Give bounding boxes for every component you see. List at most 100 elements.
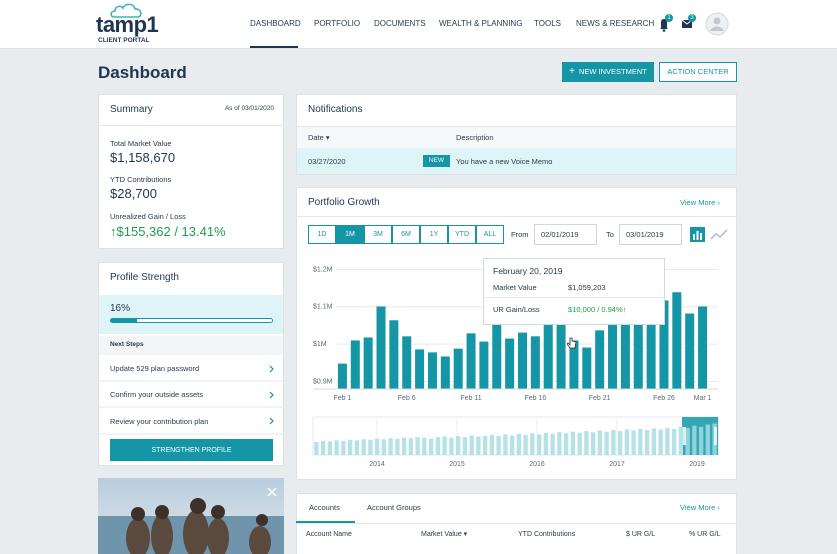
tooltip-label: Market Value bbox=[493, 283, 537, 292]
to-date[interactable]: 03/01/2019 bbox=[619, 224, 682, 245]
navigator-bar bbox=[395, 438, 400, 455]
navigator-bar bbox=[334, 440, 339, 455]
column-header: Description bbox=[456, 133, 494, 142]
bar bbox=[376, 306, 386, 389]
column-header: % UR G/L bbox=[689, 531, 721, 538]
navigator-bar bbox=[496, 436, 501, 455]
range-button[interactable]: YTD bbox=[448, 225, 476, 244]
stat-label: Unrealized Gain / Loss bbox=[110, 212, 186, 221]
bar bbox=[337, 363, 347, 389]
navigator-bar bbox=[449, 437, 454, 455]
navigator-bar bbox=[422, 437, 427, 455]
stat-label: Total Market Value bbox=[110, 139, 172, 148]
divider bbox=[484, 297, 664, 298]
navigator-frame bbox=[312, 416, 719, 456]
navigator-bar bbox=[361, 439, 366, 455]
bar bbox=[389, 320, 399, 389]
navigator-bar bbox=[536, 434, 542, 455]
from-date[interactable]: 02/01/2019 bbox=[534, 224, 597, 245]
notification-row[interactable] bbox=[297, 148, 736, 174]
chart-type-toggle[interactable] bbox=[688, 226, 730, 244]
tab[interactable]: Account Groups bbox=[367, 503, 421, 512]
stat-label: YTD Contributions bbox=[110, 175, 172, 184]
strengthen-button[interactable]: STRENGTHEN PROFILE bbox=[110, 439, 273, 461]
navigator-bar bbox=[374, 438, 380, 455]
bar bbox=[595, 330, 605, 389]
bar bbox=[556, 310, 566, 389]
view-more[interactable]: View More › bbox=[680, 503, 720, 512]
badge: 3 bbox=[690, 15, 694, 21]
bar bbox=[633, 322, 643, 389]
notification-description: You have a new Voice Memo bbox=[456, 157, 553, 166]
x-tick-label: Feb 26 bbox=[653, 395, 675, 402]
navigator-label: 2019 bbox=[689, 461, 705, 468]
range-button[interactable]: 1D bbox=[308, 225, 336, 244]
step[interactable]: Update 529 plan password bbox=[110, 364, 200, 373]
navigator-bar bbox=[651, 428, 657, 455]
x-tick-label: Feb 6 bbox=[398, 395, 416, 402]
navigator-bar bbox=[428, 438, 434, 455]
step[interactable]: Confirm your outside assets bbox=[110, 390, 203, 399]
notification-date: 03/27/2020 bbox=[308, 157, 346, 166]
navigator-bar bbox=[705, 424, 711, 455]
navigator-bar bbox=[462, 437, 468, 455]
bar bbox=[582, 347, 592, 389]
bar bbox=[363, 337, 373, 389]
action-center-button[interactable]: ACTION CENTER bbox=[659, 62, 737, 82]
tab[interactable]: Accounts bbox=[309, 503, 340, 512]
nav-item[interactable]: PORTFOLIO bbox=[314, 19, 361, 28]
navigator-bar bbox=[347, 439, 353, 455]
range-button[interactable]: 3M bbox=[364, 225, 392, 244]
range-button[interactable]: ALL bbox=[476, 225, 504, 244]
x-tick-label: Mar 1 bbox=[694, 395, 712, 402]
navigator-bar bbox=[624, 429, 630, 455]
stat-value: $28,700 bbox=[110, 186, 157, 201]
navigator-bar bbox=[341, 440, 346, 455]
header-icons[interactable] bbox=[655, 12, 735, 38]
bar bbox=[620, 322, 630, 389]
nav-item[interactable]: DASHBOARD bbox=[250, 19, 301, 28]
range-button[interactable]: 1M bbox=[336, 225, 364, 244]
bar bbox=[646, 322, 656, 389]
nav-item[interactable]: DOCUMENTS bbox=[374, 19, 426, 28]
nav-item[interactable]: WEALTH & PLANNING bbox=[439, 19, 523, 28]
navigator-bar bbox=[327, 441, 333, 455]
header bbox=[0, 0, 837, 49]
navigator-bar bbox=[698, 426, 704, 455]
navigator-bar bbox=[557, 432, 562, 455]
progress-track bbox=[110, 318, 273, 323]
x-tick-label: Feb 1 bbox=[333, 395, 351, 402]
navigator-bar bbox=[368, 439, 373, 455]
nav-underline bbox=[250, 46, 298, 48]
navigator-bar bbox=[685, 427, 690, 455]
column-header[interactable]: Market Value ▾ bbox=[421, 531, 468, 538]
nav-item[interactable]: NEWS & RESEARCH bbox=[576, 19, 655, 28]
new-investment-button[interactable]: + NEW INVESTMENT bbox=[562, 62, 654, 82]
card-title: Portfolio Growth bbox=[308, 197, 380, 208]
step[interactable]: Review your contribution plan bbox=[110, 417, 209, 426]
view-more[interactable]: View More › bbox=[680, 198, 720, 207]
column-header[interactable]: Date ▾ bbox=[308, 133, 330, 142]
navigator-bar bbox=[570, 431, 576, 455]
card-title: Notifications bbox=[308, 104, 363, 115]
y-tick-label: $1M bbox=[313, 341, 327, 348]
navigator-bar bbox=[469, 435, 474, 455]
navigator-bar bbox=[408, 438, 414, 455]
promo-image bbox=[98, 478, 284, 554]
bar bbox=[402, 336, 412, 389]
navigator-bar bbox=[388, 438, 393, 455]
navigator-bar bbox=[665, 427, 670, 455]
logo[interactable]: tamp1 bbox=[96, 12, 159, 37]
x-tick-label: Feb 11 bbox=[460, 395, 481, 402]
new-badge: NEW bbox=[423, 155, 450, 167]
nav-item[interactable]: TOOLS bbox=[534, 19, 561, 28]
divider bbox=[296, 523, 737, 524]
column-title: Market Value bbox=[421, 531, 462, 538]
navigator-label: 2016 bbox=[529, 461, 545, 468]
x-tick-label: Feb 16 bbox=[524, 395, 546, 402]
range-button[interactable]: 6M bbox=[392, 225, 420, 244]
page-title: Dashboard bbox=[98, 63, 187, 82]
navigator-bar bbox=[476, 436, 481, 455]
range-button[interactable]: 1Y bbox=[420, 225, 448, 244]
navigator-bar bbox=[563, 433, 569, 455]
